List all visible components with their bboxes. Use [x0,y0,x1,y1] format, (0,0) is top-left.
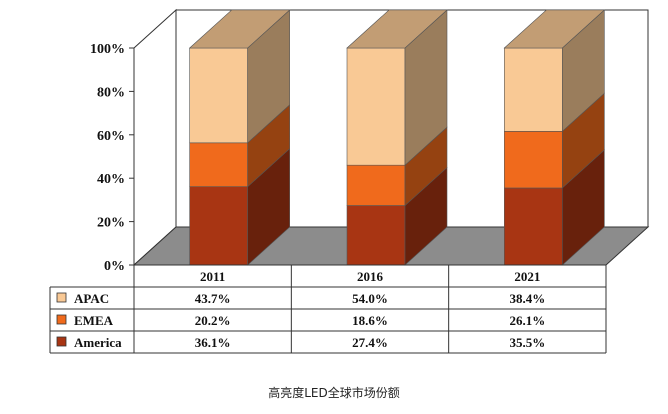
bar-emea-2016-front [346,164,406,206]
legend-label-apac: APAC [74,291,109,306]
x-category-label: 2021 [514,269,540,284]
bar-emea-2011-front [189,142,248,187]
x-category-label: 2011 [200,269,225,284]
x-category-label: 2016 [357,269,384,284]
bar-2011-top [188,9,291,49]
bar-apac-2016-front [346,47,406,166]
y-tick-label: 20% [97,216,125,231]
data-label: 38.4% [509,291,545,306]
data-label: 27.4% [352,335,388,350]
bar-2016-top [346,9,448,49]
y-tick-label: 0% [104,259,125,274]
legend-label-america: America [74,335,122,350]
bar-america-2011-front [189,186,248,266]
y-tick-label: 60% [97,129,125,144]
bar-emea-2021-front [504,131,563,189]
bar-america-2016-front [346,205,406,266]
data-label: 54.0% [352,291,388,306]
y-tick-label: 80% [97,85,125,100]
legend-swatch-emea [56,314,67,325]
bar-america-2021-front [504,187,563,266]
bar-apac-2011-front [189,47,248,144]
data-label: 35.5% [509,335,545,350]
chart-caption: 高亮度LED全球市场份额 [268,386,400,400]
legend-swatch-america [56,336,67,347]
data-label: 26.1% [509,313,545,328]
data-label: 20.2% [195,313,231,328]
left-wall [133,8,177,267]
data-label: 36.1% [195,335,231,350]
data-label: 18.6% [352,313,388,328]
y-tick-label: 100% [90,42,125,57]
y-tick-label: 40% [97,172,125,187]
data-label: 43.7% [195,291,231,306]
legend-swatch-apac [56,292,67,303]
legend-label-emea: EMEA [74,313,114,328]
bar-apac-2021-front [504,47,563,132]
bar-2021-top [503,9,606,49]
